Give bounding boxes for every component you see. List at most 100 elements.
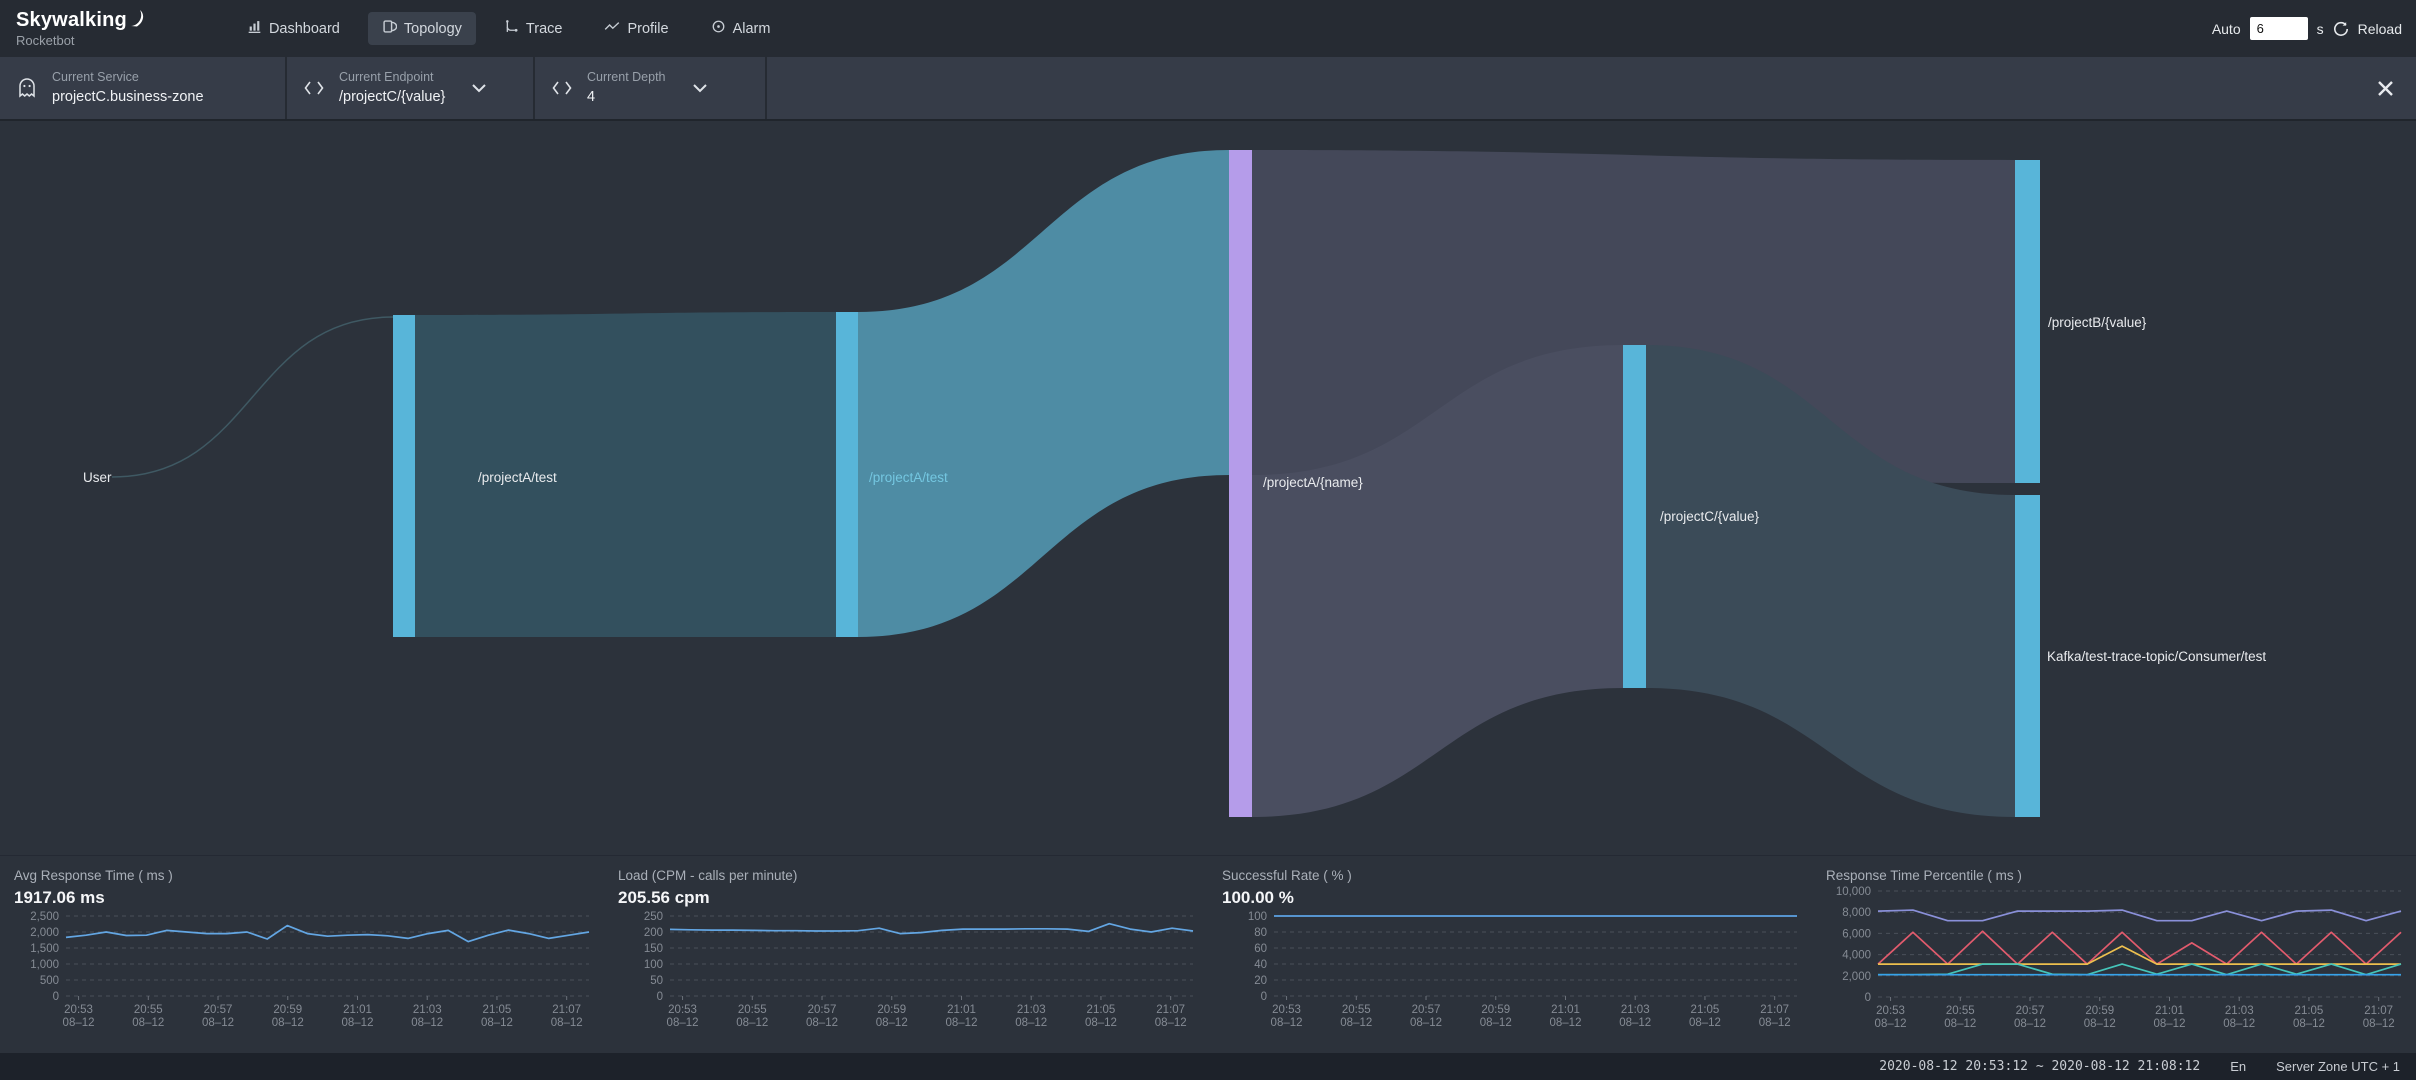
x-axis-time-label: 21:03	[1621, 1004, 1650, 1016]
x-axis-date-label: 08–12	[736, 1017, 768, 1029]
x-axis-date-label: 08–12	[806, 1017, 838, 1029]
x-axis-date-label: 08–12	[202, 1017, 234, 1029]
link-projectA-test-projectA-test[interactable]	[415, 312, 836, 637]
x-axis-date-label: 08–12	[1271, 1017, 1303, 1029]
x-axis-time-label: 21:05	[1691, 1004, 1720, 1016]
x-axis-time-label: 20:53	[1876, 1005, 1905, 1017]
node-label-projectC-value: /projectC/{value}	[1660, 509, 1760, 524]
y-axis-label: 1,000	[30, 959, 59, 971]
series-line-p99	[1877, 909, 2402, 922]
menu-item-dashboard[interactable]: Dashboard	[233, 12, 354, 45]
reload-icon[interactable]	[2333, 21, 2349, 37]
link-projectA-name-projectC-value[interactable]	[1252, 345, 1623, 817]
language-toggle[interactable]: En	[2230, 1059, 2247, 1074]
menu-label: Profile	[627, 20, 669, 37]
x-axis-date-label: 08–12	[1619, 1017, 1651, 1029]
node-bar-projectA-test-2[interactable]	[836, 312, 858, 637]
current-endpoint-selector[interactable]: Current Endpoint /projectC/{value}	[287, 57, 535, 119]
y-axis-label: 2,500	[30, 911, 59, 923]
chart-title: Response Time Percentile ( ms )	[1826, 868, 2022, 883]
x-axis-time-label: 20:55	[1946, 1005, 1975, 1017]
series-line-avg-response-time	[65, 924, 590, 943]
node-bar-projectA-test-1[interactable]	[393, 315, 415, 637]
node-bar-projectC-value[interactable]	[1623, 345, 1646, 688]
x-axis-date-label: 08–12	[2084, 1018, 2116, 1030]
current-depth-selector[interactable]: Current Depth 4	[535, 57, 767, 119]
time-range[interactable]: 2020-08-12 20:53:12 ~ 2020-08-12 21:08:1…	[1879, 1059, 2201, 1074]
x-axis-time-label: 21:07	[1760, 1004, 1789, 1016]
x-axis-time-label: 21:03	[2225, 1005, 2254, 1017]
current-depth-value: 4	[587, 88, 596, 105]
link-projectA-test-projectA-name[interactable]	[858, 150, 1229, 637]
x-axis-date-label: 08–12	[1549, 1017, 1581, 1029]
chevron-down-icon[interactable]	[471, 83, 487, 93]
y-axis-label: 0	[1865, 992, 1871, 1004]
y-axis-label: 2,000	[1842, 971, 1871, 983]
reload-label[interactable]: Reload	[2357, 20, 2402, 37]
logo-subtitle: Rocketbot	[16, 33, 75, 49]
x-axis-time-label: 20:59	[273, 1004, 302, 1016]
chart-title: Successful Rate ( % )	[1222, 868, 1352, 883]
chart-avg-response-time: Avg Response Time ( ms ) 1917.06 ms 2,50…	[0, 856, 604, 1053]
x-axis-date-label: 08–12	[1085, 1017, 1117, 1029]
close-icon[interactable]	[2377, 57, 2394, 119]
node-bar-projectA-name[interactable]	[1229, 150, 1252, 817]
link-user-projectA-test[interactable]	[111, 316, 394, 478]
x-axis-time-label: 20:55	[134, 1004, 163, 1016]
node-label-projectA-name: /projectA/{name}	[1263, 475, 1363, 490]
x-axis-time-label: 21:01	[947, 1004, 976, 1016]
y-axis-label: 100	[1248, 911, 1267, 923]
menu-label: Dashboard	[268, 20, 340, 37]
x-axis-date-label: 08–12	[341, 1017, 373, 1029]
current-endpoint-value: /projectC/{value}	[339, 88, 446, 105]
y-axis-label: 40	[1254, 959, 1267, 971]
endpoint-code-icon	[303, 79, 325, 97]
x-axis-date-label: 08–12	[2363, 1018, 2395, 1030]
x-axis-time-label: 21:07	[552, 1004, 581, 1016]
x-axis-date-label: 08–12	[1015, 1017, 1047, 1029]
response-time-percentile-plot: 10,0008,0006,0004,0002,000020:5308–1220:…	[1836, 886, 2402, 1030]
node-label-projectA-test-2: /projectA/test	[869, 470, 948, 485]
x-axis-date-label: 08–12	[551, 1017, 583, 1029]
menu-item-trace[interactable]: Trace	[490, 12, 577, 45]
x-axis-date-label: 08–12	[1155, 1017, 1187, 1029]
current-depth-label: Current Depth	[587, 70, 666, 85]
x-axis-time-label: 21:01	[1551, 1004, 1580, 1016]
successful-rate-plot: 10080604020020:5308–1220:5508–1220:5708–…	[1248, 911, 1797, 1029]
status-footer: 2020-08-12 20:53:12 ~ 2020-08-12 21:08:1…	[0, 1053, 2416, 1080]
x-axis-date-label: 08–12	[63, 1017, 95, 1029]
x-axis-time-label: 21:01	[343, 1004, 372, 1016]
chart-value: 205.56 cpm	[618, 888, 710, 907]
trace-icon	[504, 19, 519, 38]
chevron-down-icon[interactable]	[692, 83, 708, 93]
auto-interval-input[interactable]	[2249, 17, 2308, 40]
alarm-icon	[711, 19, 726, 38]
y-axis-label: 200	[644, 927, 663, 939]
menu-item-topology[interactable]: Topology	[367, 12, 476, 45]
auto-unit: s	[2316, 20, 2324, 37]
y-axis-label: 10,000	[1836, 886, 1871, 898]
link-projectC-value-kafka[interactable]	[1646, 345, 2015, 817]
dashboard-icon	[247, 19, 262, 38]
current-service-selector[interactable]: Current Service projectC.business-zone	[0, 57, 287, 119]
x-axis-date-label: 08–12	[1340, 1017, 1372, 1029]
x-axis-time-label: 21:03	[413, 1004, 442, 1016]
chart-value: 1917.06 ms	[14, 888, 105, 907]
node-label-projectB-value: /projectB/{value}	[2048, 315, 2147, 330]
server-zone[interactable]: Server Zone UTC + 1	[2276, 1059, 2400, 1074]
link-projectA-name-projectB-value[interactable]	[1252, 150, 2015, 483]
x-axis-time-label: 20:53	[64, 1004, 93, 1016]
node-bar-projectB-value[interactable]	[2015, 160, 2040, 483]
node-bar-kafka[interactable]	[2015, 495, 2040, 817]
menu-item-profile[interactable]: Profile	[590, 13, 682, 45]
node-label-user: User	[83, 470, 112, 485]
x-axis-time-label: 20:57	[808, 1004, 837, 1016]
topology-icon	[382, 19, 398, 38]
x-axis-time-label: 20:55	[738, 1004, 767, 1016]
chart-response-time-percentile: Response Time Percentile ( ms ) 10,000 8,…	[1812, 856, 2416, 1053]
chart-title: Avg Response Time ( ms )	[14, 868, 173, 883]
profile-icon	[604, 20, 620, 38]
x-axis-date-label: 08–12	[481, 1017, 513, 1029]
menu-item-alarm[interactable]: Alarm	[697, 12, 785, 45]
x-axis-time-label: 21:03	[1017, 1004, 1046, 1016]
